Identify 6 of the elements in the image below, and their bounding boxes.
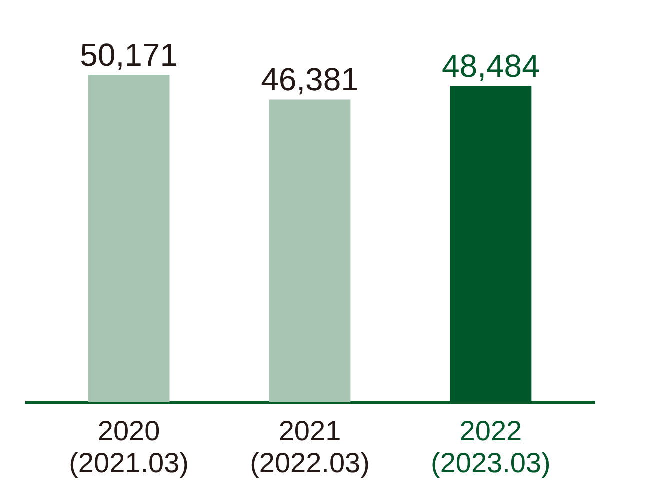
data-label: 46,381 [261,62,359,98]
data-label: 50,171 [80,37,178,73]
x-tick-label: 2020 (2021.03) [69,416,189,478]
x-tick-label: 2022 (2023.03) [431,416,551,478]
data-label: 48,484 [442,48,540,84]
x-tick-label: 2021 (2022.03) [250,416,370,478]
